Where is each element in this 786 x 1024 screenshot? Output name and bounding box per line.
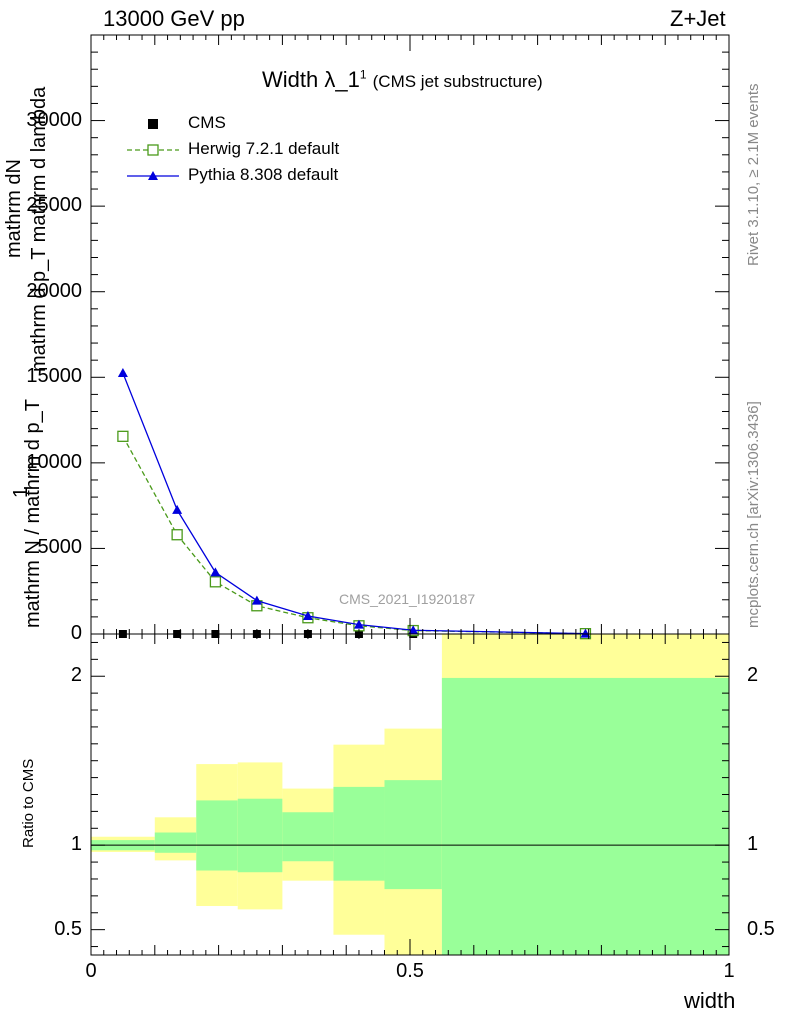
main-ytick-label-6: 30000 <box>26 108 82 131</box>
main-ytick-label-0: 0 <box>70 622 82 644</box>
ylabel-denominator-a: mathrm N / mathrm d p_T <box>22 399 44 628</box>
axis-ticks <box>90 34 730 955</box>
main-ytick-label-2: 10000 <box>26 450 82 473</box>
legend-entry-2-marker <box>148 171 158 180</box>
ratio-xtick-label-2: 1 <box>723 960 735 982</box>
ratio-xtick-label-1: 0.5 <box>396 960 424 982</box>
title-superscript: 1 <box>359 67 367 82</box>
series-2-point-5 <box>353 619 364 629</box>
legend <box>127 119 179 180</box>
ratio-inner-band-6 <box>384 780 442 890</box>
series-2-point-3 <box>251 595 262 605</box>
plot-title: Width λ_11 (CMS jet substructure) <box>262 67 543 93</box>
ratio-ytick-label-left-0: 0.5 <box>54 917 82 940</box>
ratio-ytick-label-right-1: 1 <box>747 833 759 856</box>
legend-entry-1-label: Herwig 7.2.1 default <box>188 139 340 158</box>
main-ytick-label-3: 15000 <box>26 365 82 388</box>
ratio-xtick-label-0: 0 <box>85 960 97 982</box>
series-1-point-1 <box>171 529 183 541</box>
series-2-point-0 <box>117 368 128 378</box>
title-paren: (CMS jet substructure) <box>372 72 543 91</box>
ratio-inner-band-7 <box>441 677 729 955</box>
ratio-ytick-label-left-2: 2 <box>70 664 82 687</box>
ratio-inner-band-4 <box>282 812 334 862</box>
main-ytick-label-5: 25000 <box>26 194 82 217</box>
series-2-point-1 <box>172 504 183 514</box>
series-2-point-6 <box>408 625 419 635</box>
series-2-point-7 <box>580 628 591 638</box>
ratio-ytick-label-left-1: 1 <box>70 833 82 856</box>
main-frame <box>90 34 730 635</box>
ratio-ytick-label-right-0: 0.5 <box>747 917 775 940</box>
ratio-bands <box>91 634 729 955</box>
legend-entry-2-label: Pythia 8.308 default <box>188 165 339 184</box>
ratio-ytick-label-right-2: 2 <box>747 664 759 687</box>
ratio-inner-band-1 <box>154 832 197 853</box>
analysis-watermark: CMS_2021_I1920187 <box>339 591 476 607</box>
legend-entry-1-marker <box>147 144 159 156</box>
mcplots-label: mcplots.cern.ch [arXiv:1306.3436] <box>745 401 762 628</box>
main-ytick-label-1: 5000 <box>37 536 83 559</box>
legend-entry-0-label: CMS <box>188 113 226 132</box>
title-main: Width λ_1 <box>262 67 360 92</box>
legend-entry-0-marker <box>148 119 158 129</box>
ratio-inner-band-2 <box>196 800 238 871</box>
process-label: Z+Jet <box>670 6 726 31</box>
main-ytick-label-4: 20000 <box>26 279 82 302</box>
x-axis-label: width <box>684 988 736 1013</box>
series-1-point-2 <box>209 576 222 588</box>
series-line-2 <box>122 372 586 635</box>
series-2-point-2 <box>210 567 221 577</box>
ratio-inner-band-3 <box>237 798 283 873</box>
energy-label: 13000 GeV pp <box>103 6 245 31</box>
series-2-point-4 <box>302 611 313 621</box>
ratio-inner-band-5 <box>333 786 385 881</box>
rivet-label: Rivet 3.1.10, ≥ 2.1M events <box>745 83 762 267</box>
series-1-point-0 <box>117 430 129 442</box>
